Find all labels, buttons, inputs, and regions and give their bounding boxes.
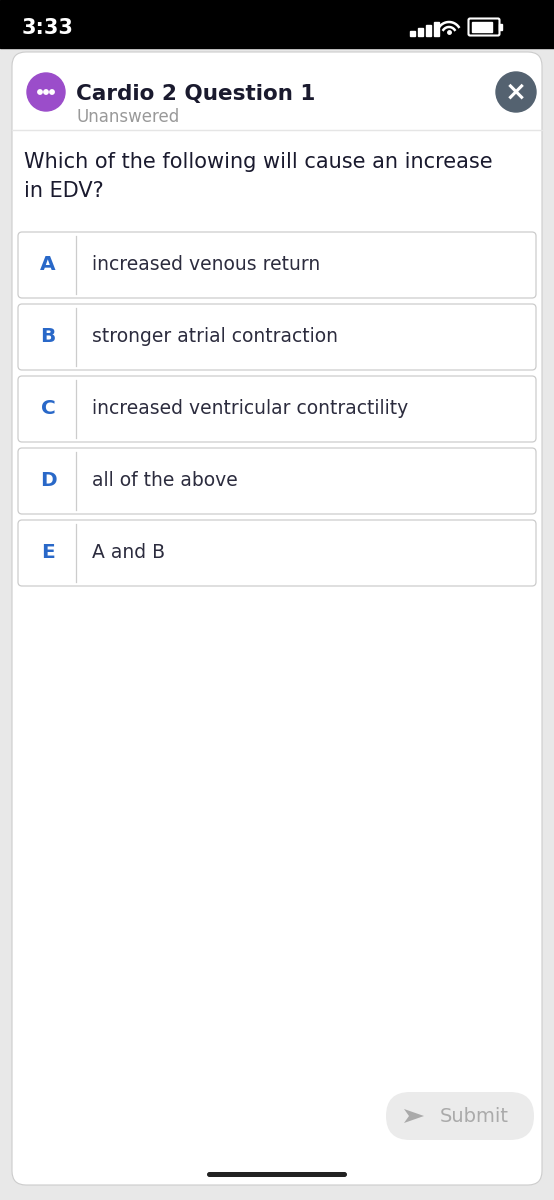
FancyBboxPatch shape [18, 448, 536, 514]
Text: A: A [40, 256, 56, 275]
Circle shape [496, 72, 536, 112]
Bar [472, 22, 492, 32]
Text: Cardio 2 Question 1: Cardio 2 Question 1 [76, 84, 315, 104]
Text: Submit: Submit [439, 1106, 509, 1126]
Polygon shape [404, 1109, 424, 1123]
Text: increased ventricular contractility: increased ventricular contractility [92, 400, 408, 419]
Circle shape [27, 73, 65, 110]
Bar [426, 25, 431, 36]
Bar [0, 0, 554, 48]
Text: D: D [40, 472, 57, 491]
FancyBboxPatch shape [18, 232, 536, 298]
FancyBboxPatch shape [386, 1092, 534, 1140]
FancyBboxPatch shape [207, 1172, 347, 1177]
Bar [418, 28, 423, 36]
Text: B: B [40, 328, 55, 347]
Bar [434, 22, 439, 36]
Circle shape [38, 90, 42, 95]
Circle shape [44, 90, 48, 95]
Text: A and B: A and B [92, 544, 165, 563]
Text: C: C [40, 400, 55, 419]
Text: all of the above: all of the above [92, 472, 238, 491]
Bar [410, 31, 415, 36]
Text: 3:33: 3:33 [22, 18, 74, 38]
FancyBboxPatch shape [18, 376, 536, 442]
FancyBboxPatch shape [12, 52, 542, 1186]
Text: increased venous return: increased venous return [92, 256, 320, 275]
Text: Which of the following will cause an increase
in EDV?: Which of the following will cause an inc… [24, 152, 493, 200]
Circle shape [50, 90, 54, 95]
Text: stronger atrial contraction: stronger atrial contraction [92, 328, 338, 347]
Text: E: E [41, 544, 55, 563]
Bar [499, 24, 502, 30]
FancyBboxPatch shape [18, 304, 536, 370]
FancyBboxPatch shape [18, 520, 536, 586]
Text: ×: × [505, 80, 527, 106]
Text: Unanswered: Unanswered [76, 108, 179, 126]
